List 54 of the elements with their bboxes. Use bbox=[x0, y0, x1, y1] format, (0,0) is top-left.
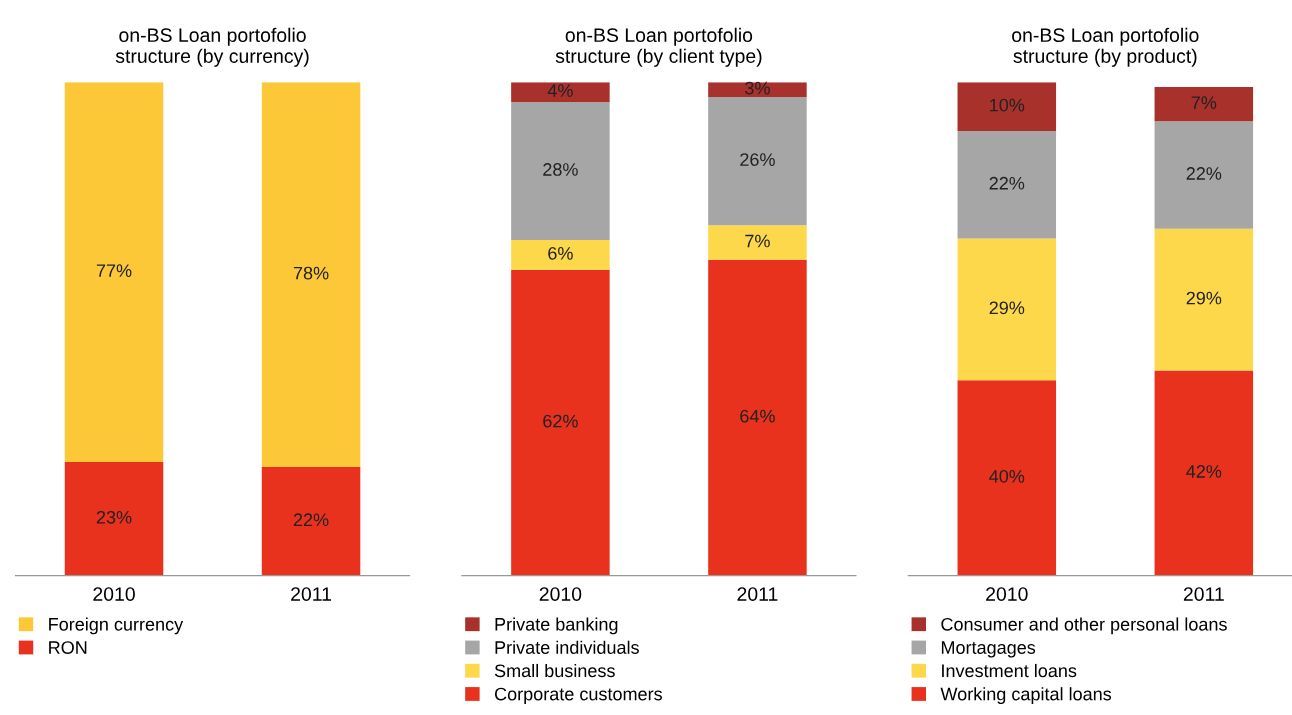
legend-label: Corporate customers bbox=[494, 687, 662, 704]
bar bbox=[1154, 370, 1254, 576]
data-label: 40% bbox=[989, 469, 1025, 483]
legend-label: Mortagages bbox=[941, 641, 1036, 658]
bar bbox=[511, 269, 610, 576]
x-tick-label: 2011 bbox=[291, 587, 332, 601]
chart-title: on-BS Loan portofolio structure (by client type) bbox=[555, 27, 762, 67]
x-tick-label: 2010 bbox=[93, 587, 135, 601]
x-tick-label: 2011 bbox=[737, 587, 778, 601]
bar bbox=[1154, 121, 1254, 229]
data-label: 22% bbox=[989, 176, 1025, 190]
data-label: 64% bbox=[740, 409, 775, 423]
data-label: 78% bbox=[293, 266, 329, 280]
legend-label: RON bbox=[49, 641, 87, 654]
bar bbox=[511, 101, 610, 241]
data-label: 77% bbox=[96, 264, 132, 277]
data-label: 22% bbox=[1186, 167, 1222, 180]
legend-label: Private individuals bbox=[495, 640, 639, 654]
data-label: 29% bbox=[989, 301, 1025, 315]
bar bbox=[957, 380, 1057, 576]
data-label: 28% bbox=[543, 163, 578, 176]
chart-title: on-BS Loan portofolio structure (by currency) bbox=[115, 27, 309, 67]
bar bbox=[511, 240, 610, 270]
x-tick-label: 2010 bbox=[986, 587, 1028, 601]
data-label: 26% bbox=[740, 153, 775, 167]
bar bbox=[1154, 87, 1254, 122]
bar bbox=[708, 225, 807, 260]
bar bbox=[1154, 228, 1254, 371]
bar bbox=[708, 97, 807, 226]
bar bbox=[957, 238, 1057, 381]
legend-label: Small business bbox=[494, 663, 615, 678]
legend-label: Working capital loans bbox=[940, 687, 1112, 704]
data-label: 23% bbox=[96, 510, 132, 524]
bar bbox=[957, 82, 1057, 132]
data-label: 6% bbox=[548, 246, 573, 260]
legend-label: Investment loans bbox=[942, 663, 1077, 678]
data-label: 4% bbox=[547, 84, 573, 97]
legend-label: Consumer and other personal loans bbox=[941, 617, 1227, 635]
data-label: 22% bbox=[293, 513, 329, 527]
bar bbox=[708, 259, 807, 576]
data-label: 10% bbox=[990, 98, 1025, 112]
bar bbox=[511, 82, 610, 102]
x-tick-label: 2011 bbox=[1183, 587, 1224, 601]
x-tick-label: 2010 bbox=[539, 587, 582, 601]
data-label: 42% bbox=[1186, 465, 1222, 478]
legend-label: Foreign currency bbox=[49, 617, 184, 635]
data-label: 62% bbox=[543, 414, 578, 428]
chart-title: on-BS Loan portofolio structure (by product) bbox=[1012, 27, 1199, 67]
legend-label: Private banking bbox=[495, 617, 618, 635]
data-label: 3% bbox=[745, 81, 770, 95]
data-label: 29% bbox=[1186, 291, 1222, 305]
bar bbox=[957, 131, 1057, 239]
data-label: 7% bbox=[1191, 96, 1217, 109]
data-label: 7% bbox=[745, 234, 770, 248]
